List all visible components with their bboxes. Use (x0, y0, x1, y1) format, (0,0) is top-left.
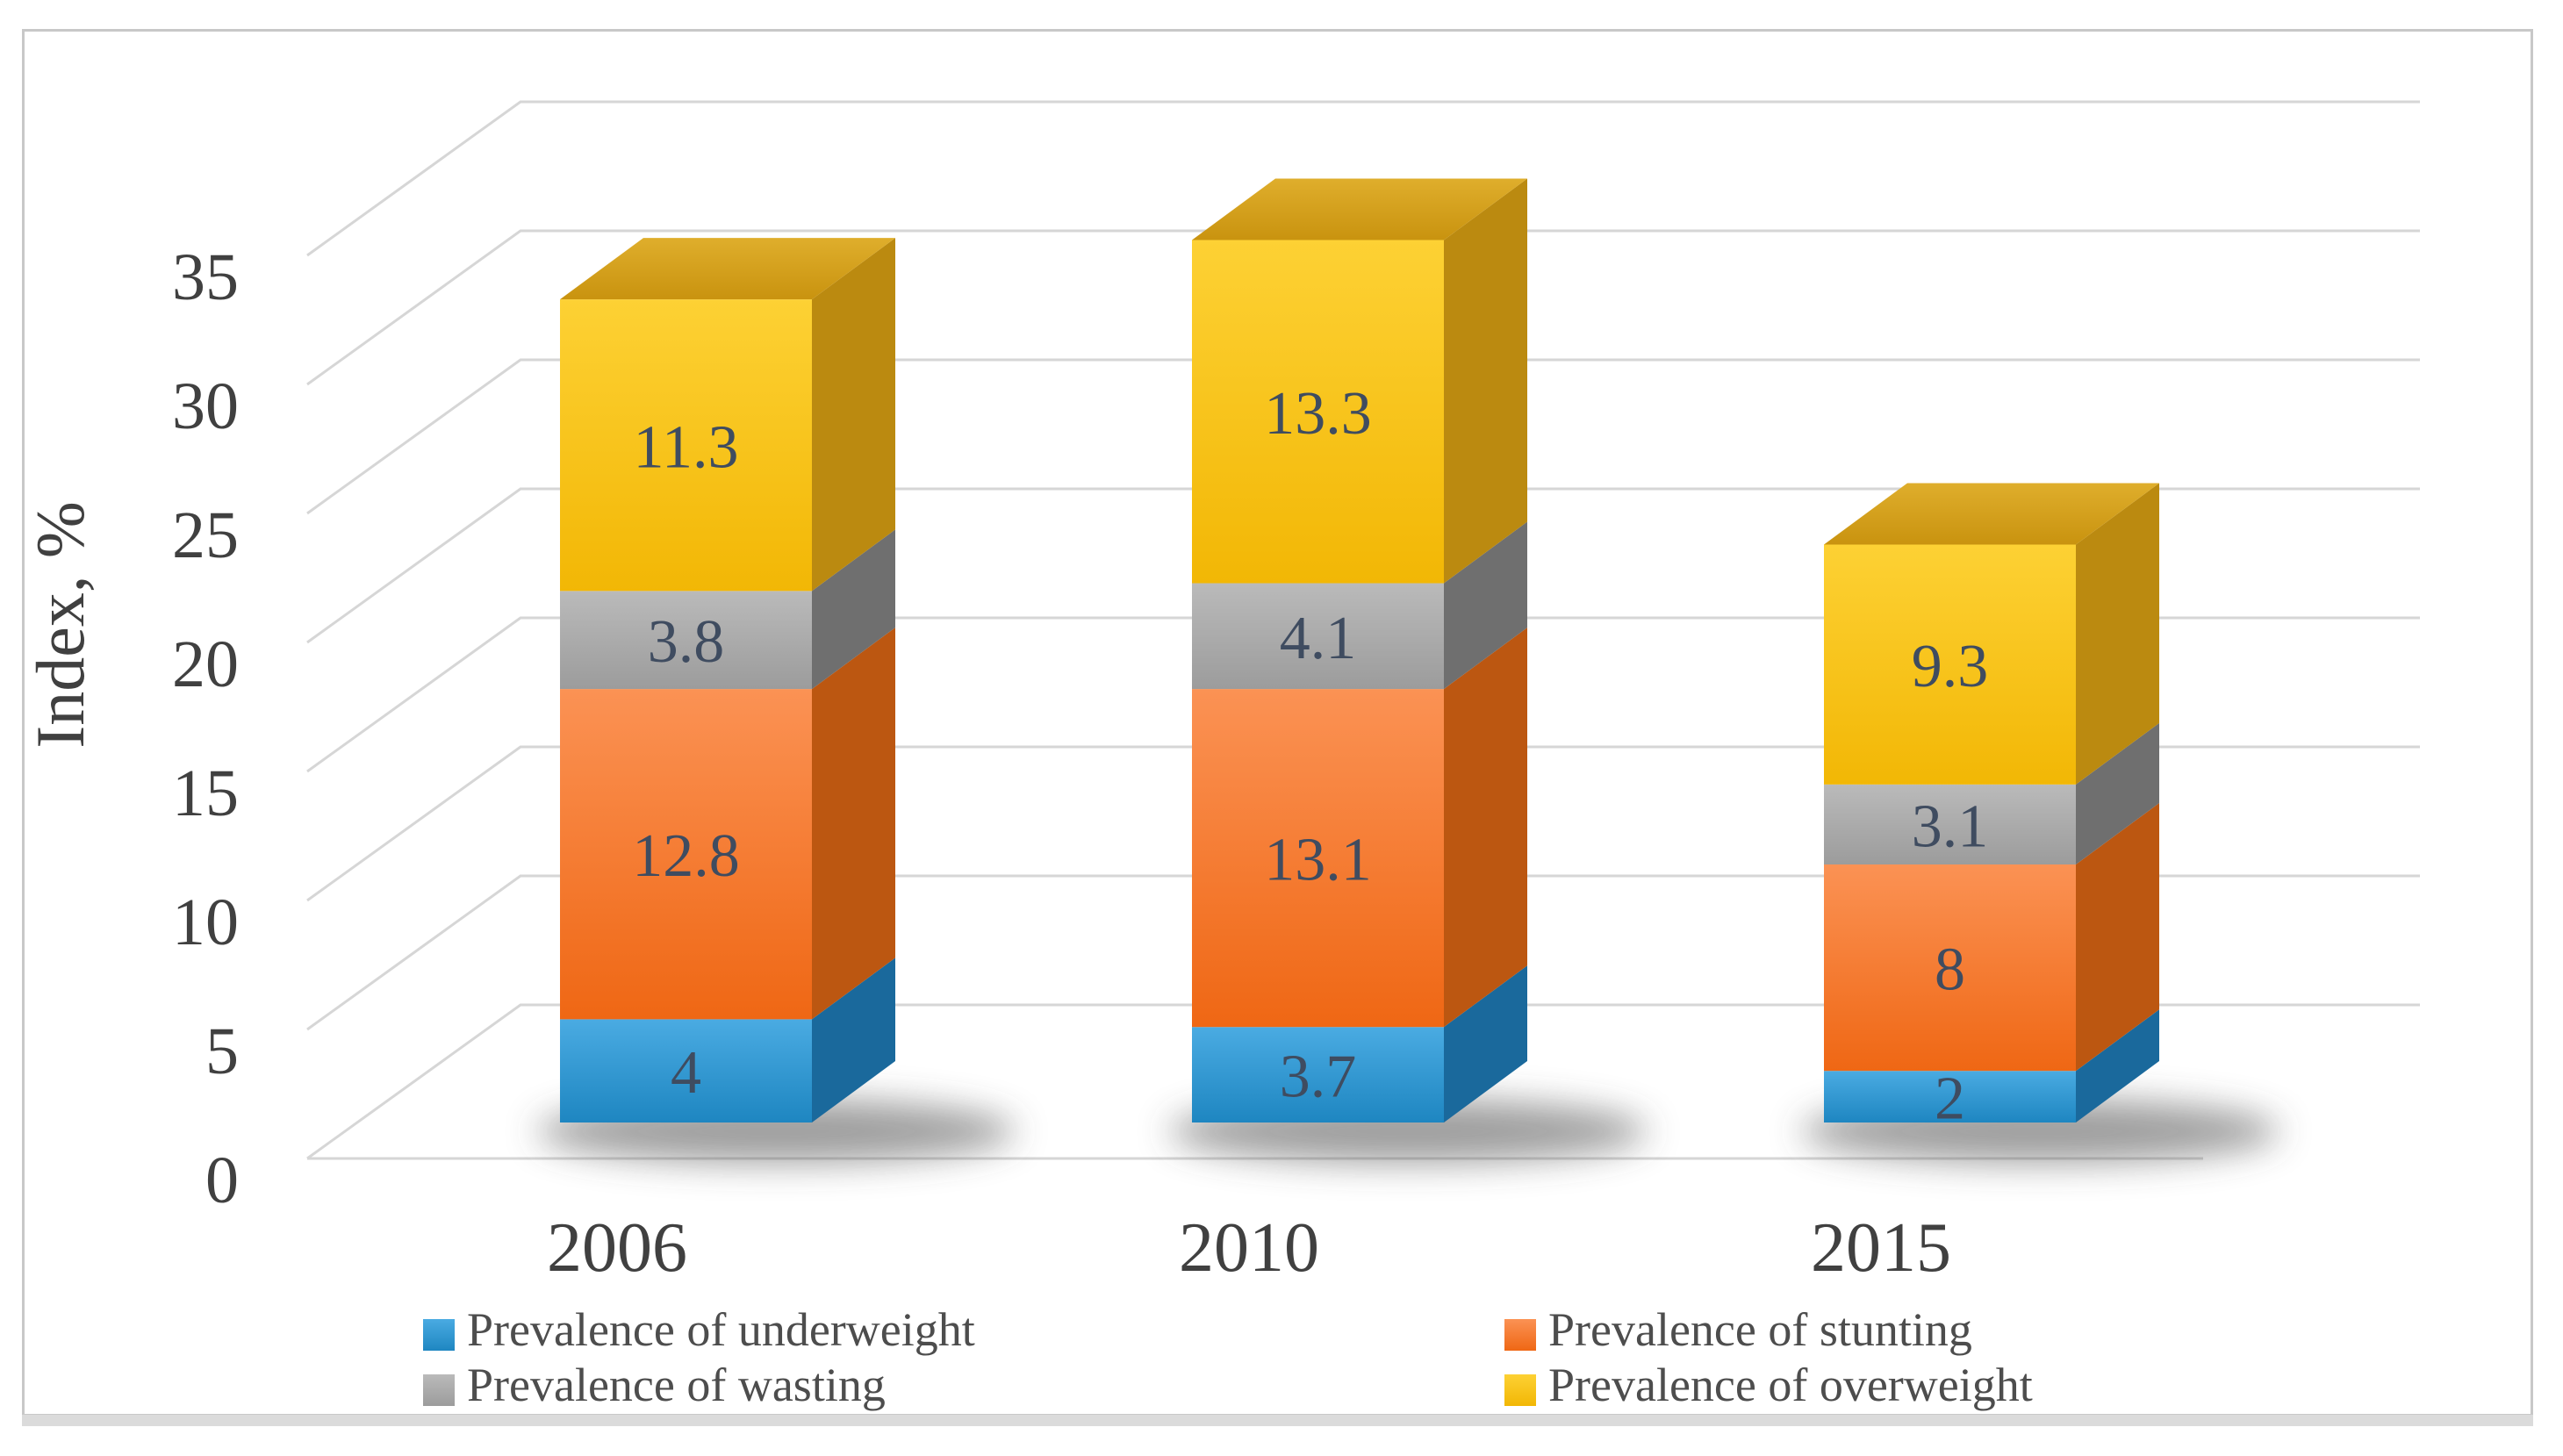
bar-segment-prevalence-of-underweight-2015 (1824, 1071, 2076, 1122)
bar-side-0 (2076, 1009, 2159, 1122)
y-tick-labels: 0 5 10 15 20 25 30 35 (172, 240, 239, 1217)
data-label: 8 (1935, 936, 1965, 1004)
bar-side-2 (1444, 521, 1527, 690)
legend-label: Prevalence of overweight (1548, 1359, 2033, 1411)
category-label: 2015 (1811, 1209, 1951, 1287)
y-tick-label: 20 (172, 628, 239, 701)
legend-swatch-1 (1504, 1319, 1536, 1351)
bar-segment-prevalence-of-underweight-2010 (1192, 1027, 1444, 1122)
bar-segment-prevalence-of-wasting-2010 (1192, 583, 1444, 690)
bar-side-0 (1444, 965, 1527, 1122)
bar-side-1 (812, 628, 895, 1020)
bar-side-2 (2076, 722, 2159, 864)
bar-segment-prevalence-of-stunting-2006 (560, 689, 812, 1020)
legend-swatch-3 (1504, 1374, 1536, 1406)
y-axis-title: Index, % (22, 501, 98, 749)
data-label: 12.8 (632, 822, 740, 890)
bar-side-2 (812, 529, 895, 690)
data-label: 3.8 (648, 608, 725, 676)
bar-segment-prevalence-of-overweight-2006 (560, 299, 812, 592)
category-labels: 2006 2010 2015 (547, 1209, 1951, 1287)
gridlines (306, 100, 2420, 1160)
y-tick-label: 30 (172, 369, 239, 443)
data-label: 3.7 (1280, 1044, 1357, 1111)
bar-side-1 (1444, 628, 1527, 1028)
y-tick-label: 35 (172, 240, 239, 314)
chart-frame-bottom-strip (22, 1415, 2533, 1426)
bar-side-1 (2076, 803, 2159, 1072)
legend-label: Prevalence of stunting (1548, 1303, 1972, 1356)
data-label: 9.3 (1912, 633, 1989, 700)
bar-segment-prevalence-of-stunting-2010 (1192, 689, 1444, 1028)
bar-segment-prevalence-of-wasting-2015 (1824, 784, 2076, 864)
legend-swatch-0 (423, 1319, 455, 1351)
y-tick-label: 15 (172, 757, 239, 830)
legend-swatch-2 (423, 1374, 455, 1406)
y-tick-label: 0 (205, 1144, 239, 1217)
data-label: 3.1 (1912, 793, 1989, 860)
gridline (306, 1003, 2420, 1160)
bar-segment-prevalence-of-stunting-2015 (1824, 864, 2076, 1072)
gridline (306, 616, 2420, 773)
bar-segment-prevalence-of-underweight-2006 (560, 1019, 812, 1122)
bar-top-face (560, 238, 895, 300)
bar-side-3 (1444, 178, 1527, 584)
data-label: 13.1 (1264, 827, 1372, 894)
bar-segment-prevalence-of-wasting-2006 (560, 591, 812, 690)
gridline (306, 100, 2420, 257)
data-label: 13.3 (1264, 380, 1372, 448)
data-label: 4.1 (1280, 605, 1357, 672)
y-tick-label: 10 (172, 886, 239, 959)
gridline (306, 487, 2420, 644)
bar-side-3 (2076, 483, 2159, 785)
y-tick-label: 5 (205, 1015, 239, 1088)
category-label: 2010 (1179, 1209, 1319, 1287)
bars-group (560, 178, 2159, 1122)
gridline (306, 745, 2420, 902)
bar-segment-prevalence-of-overweight-2015 (1824, 544, 2076, 785)
bar-side-0 (812, 958, 895, 1122)
bar-segment-prevalence-of-overweight-2010 (1192, 240, 1444, 584)
data-label: 11.3 (634, 413, 739, 481)
gridline (306, 874, 2420, 1031)
legend-group: Prevalence of underweight Prevalence of s… (423, 1303, 2033, 1411)
bar-top-face (1192, 178, 1527, 240)
category-label: 2006 (547, 1209, 687, 1287)
legend-label: Prevalence of underweight (467, 1303, 975, 1356)
data-labels-group: 4 12.8 3.8 11.3 3.7 13.1 4.1 13.3 2 8 3.1 9.3 (632, 380, 1988, 1133)
bar-side-3 (812, 238, 895, 592)
data-label: 2 (1935, 1065, 1965, 1133)
gridline (306, 358, 2420, 515)
gridline (306, 229, 2420, 386)
legend-label: Prevalence of wasting (467, 1359, 886, 1411)
y-tick-label: 25 (172, 498, 239, 572)
bar-top-face (1824, 483, 2159, 545)
data-label: 4 (671, 1039, 701, 1107)
